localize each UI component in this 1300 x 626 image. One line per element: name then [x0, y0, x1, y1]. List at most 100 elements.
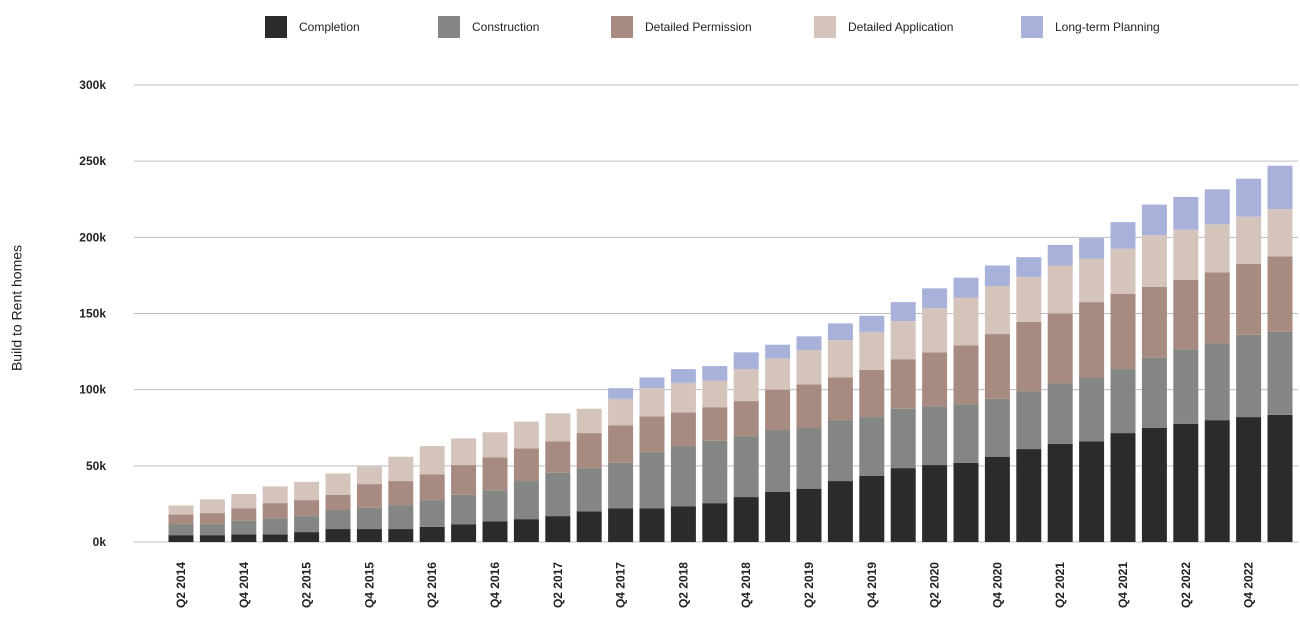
bar-segment-construction [513, 481, 539, 520]
bar-segment-long-term-planning [859, 315, 885, 332]
bar-segment-construction [262, 518, 288, 535]
bar-segment-completion [670, 506, 696, 542]
bar-segment-detailed-permission [545, 441, 571, 473]
bar-segment-detailed-application [953, 297, 979, 346]
bar-segment-construction [1236, 334, 1262, 418]
bar-segment-detailed-permission [419, 474, 445, 501]
bar-segment-construction [419, 500, 445, 527]
bar-segment-construction [827, 420, 853, 482]
legend-item: Construction [438, 14, 539, 40]
bar-segment-detailed-permission [1016, 321, 1042, 392]
x-axis-ticks: Q2 2014 Q4 2014 Q2 2015 Q4 2015 Q2 2016 Q4 20… [174, 562, 1256, 608]
bar-segment-construction [294, 516, 320, 533]
x-tick-label: Q4 2020 [990, 562, 1004, 608]
bar-segment-long-term-planning [984, 265, 1010, 287]
bar-segment-detailed-application [356, 466, 382, 485]
bar-segment-construction [545, 472, 571, 517]
x-tick-label: Q2 2015 [300, 562, 314, 608]
bar-segment-construction [702, 440, 728, 504]
legend-item: Completion [265, 14, 360, 40]
legend-label: Detailed Application [848, 20, 954, 34]
bar-segment-long-term-planning [827, 323, 853, 341]
bar-segment-detailed-permission [388, 481, 414, 506]
bar-segment-detailed-application [827, 340, 853, 378]
bar-segment-detailed-permission [733, 401, 759, 437]
bar-segment-construction [576, 468, 602, 512]
bar-segment-detailed-application [451, 438, 477, 466]
bar-segment-completion [576, 511, 602, 542]
bar-segment-completion [231, 534, 257, 542]
bar-segment-long-term-planning [1079, 238, 1105, 259]
legend-item: Detailed Application [814, 14, 953, 40]
x-tick-label: Q2 2021 [1053, 562, 1067, 608]
bar-segment-detailed-application [608, 398, 634, 426]
x-tick-label: Q4 2021 [1116, 562, 1130, 608]
bar-segment-completion [765, 491, 791, 542]
bar-segment-long-term-planning [890, 302, 916, 322]
x-tick-label: Q4 2022 [1242, 562, 1256, 608]
bar-segment-detailed-application [639, 388, 665, 417]
bar-segment-detailed-permission [890, 359, 916, 409]
bar-segment-completion [1110, 433, 1136, 542]
y-tick-label: 100k [79, 383, 106, 397]
bar-segment-detailed-permission [1204, 272, 1230, 344]
y-tick-label: 0k [93, 535, 107, 549]
bar-segment-construction [1204, 343, 1230, 421]
bar-segment-long-term-planning [670, 369, 696, 383]
bar-segment-completion [294, 532, 320, 542]
bar-segment-detailed-permission [576, 433, 602, 469]
bar-segment-detailed-permission [482, 457, 508, 491]
legend-label: Construction [472, 20, 540, 34]
bar-segment-detailed-permission [765, 389, 791, 431]
bar-segment-detailed-permission [231, 508, 257, 521]
bar-segment-completion [1267, 414, 1293, 542]
bar-segment-long-term-planning [608, 388, 634, 399]
bar-segment-detailed-permission [262, 503, 288, 519]
bar-segment-detailed-application [325, 473, 351, 495]
bar-segment-detailed-application [388, 456, 414, 482]
x-tick-label: Q4 2016 [488, 562, 502, 608]
bar-segment-detailed-permission [356, 484, 382, 508]
bar-segment-detailed-permission [922, 352, 948, 407]
bar-segment-construction [356, 507, 382, 530]
bar-segment-completion [859, 475, 885, 542]
bar-segment-completion [545, 516, 571, 542]
bar-segment-long-term-planning [1047, 244, 1073, 266]
bar-segment-construction [890, 408, 916, 469]
bar-segment-detailed-application [1204, 224, 1230, 273]
y-tick-label: 300k [79, 78, 106, 92]
y-tick-label: 150k [79, 307, 106, 321]
bar-segment-long-term-planning [1110, 222, 1136, 249]
bar-segment-completion [1079, 441, 1105, 542]
bar-segment-detailed-application [1141, 235, 1167, 287]
bar-segment-completion [890, 468, 916, 542]
x-tick-label: Q2 2018 [676, 562, 690, 608]
bar-segment-construction [1141, 357, 1167, 428]
bar-segment-completion [1173, 423, 1199, 542]
bar-segment-completion [796, 488, 822, 542]
bar-segment-detailed-permission [451, 465, 477, 495]
bar-segment-construction [1173, 349, 1199, 424]
bar-segment-completion [513, 519, 539, 542]
legend-swatch [611, 16, 633, 38]
bar-segment-detailed-application [482, 432, 508, 458]
bar-segment-completion [168, 535, 194, 542]
bar-segment-completion [325, 529, 351, 542]
y-tick-label: 200k [79, 230, 106, 244]
bar-segment-construction [984, 398, 1010, 457]
bar-segment-completion [1141, 427, 1167, 542]
bar-segment-long-term-planning [1173, 196, 1199, 230]
bar-segment-construction [765, 430, 791, 492]
bars [168, 165, 1293, 542]
bar-segment-construction [922, 406, 948, 466]
bar-segment-completion [984, 456, 1010, 542]
bar-segment-detailed-application [419, 446, 445, 475]
bar-segment-construction [733, 436, 759, 498]
bar-segment-detailed-permission [702, 407, 728, 441]
bar-segment-long-term-planning [922, 288, 948, 309]
bar-segment-completion [1016, 449, 1042, 542]
bar-segment-detailed-application [733, 369, 759, 402]
bar-segment-construction [670, 446, 696, 507]
bar-segment-completion [388, 529, 414, 542]
